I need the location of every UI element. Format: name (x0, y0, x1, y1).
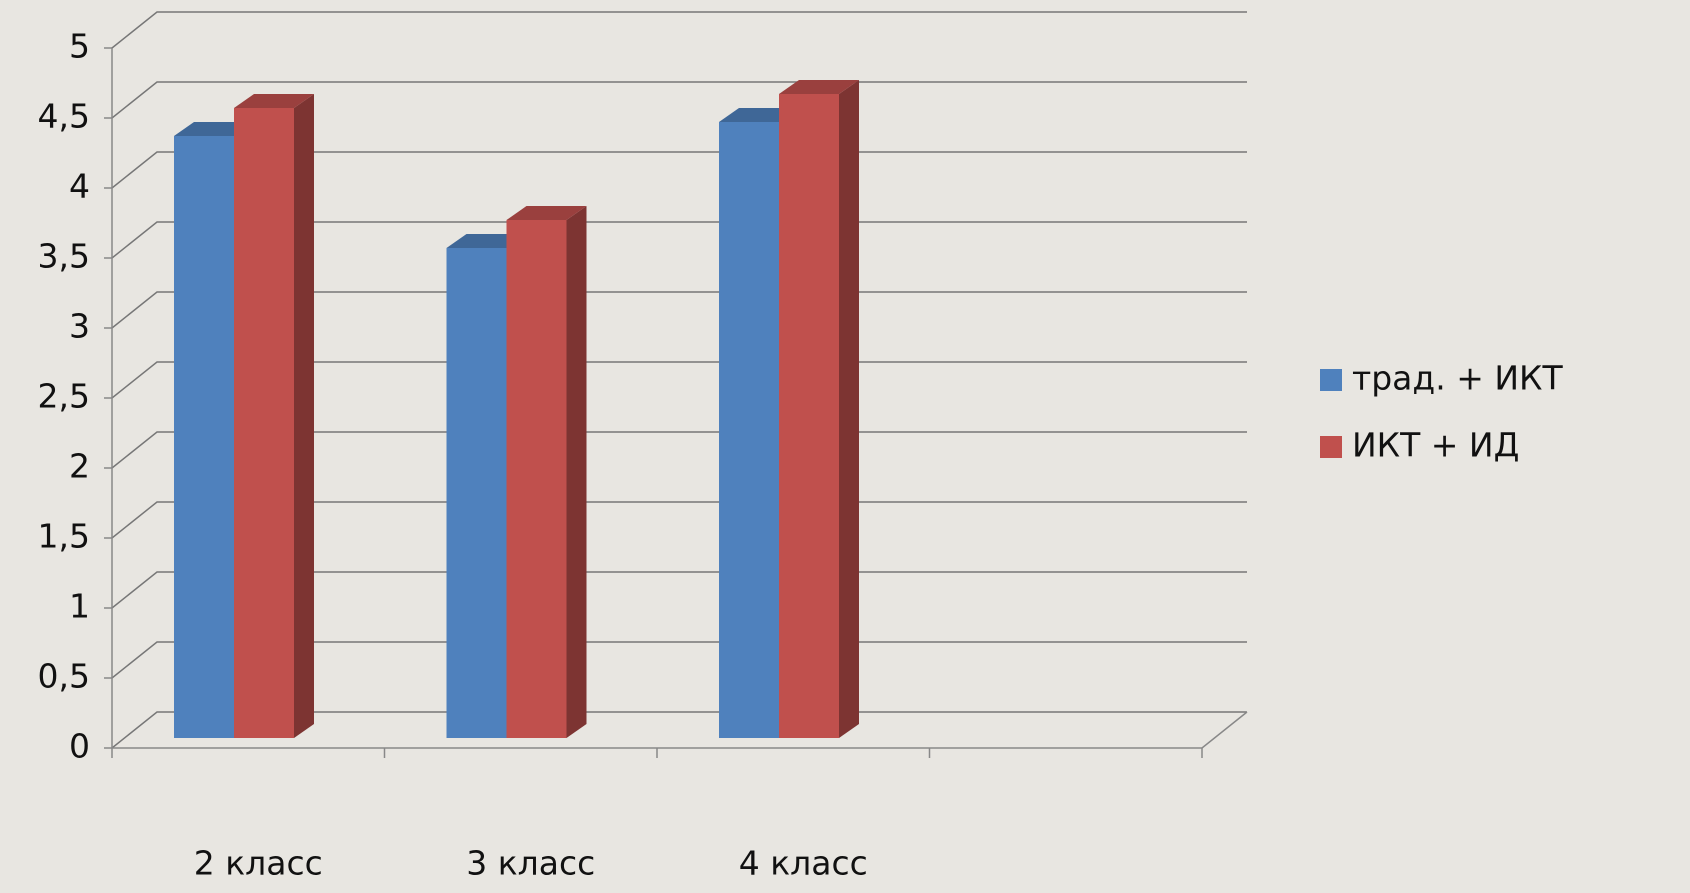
bar-side (567, 206, 587, 738)
legend-label: ИКТ + ИД (1352, 426, 1519, 465)
bar-side (839, 80, 859, 738)
y-tick-label: 4,5 (38, 97, 90, 136)
y-tick-label: 5 (69, 27, 90, 66)
legend-swatch (1320, 369, 1342, 391)
legend-label: трад. + ИКТ (1352, 359, 1563, 398)
y-tick-label: 4 (69, 167, 90, 206)
y-tick-label: 2 (69, 447, 90, 486)
y-tick-label: 1,5 (38, 517, 90, 556)
bar (507, 220, 567, 738)
bar (447, 248, 507, 738)
bar (174, 136, 234, 738)
y-tick-label: 0 (69, 727, 90, 766)
y-tick-label: 3,5 (38, 237, 90, 276)
bar (234, 108, 294, 738)
legend-swatch (1320, 436, 1342, 458)
bar-side (294, 94, 314, 738)
y-tick-label: 2,5 (38, 377, 90, 416)
x-tick-label: 2 класс (194, 844, 323, 883)
bar (779, 94, 839, 738)
y-tick-label: 3 (69, 307, 90, 346)
y-tick-label: 1 (69, 587, 90, 626)
bar (719, 122, 779, 738)
x-tick-label: 4 класс (739, 844, 868, 883)
x-tick-label: 3 класс (466, 844, 595, 883)
chart: 0 0,5 1 1,5 2 2,5 3 3,5 4 4,5 5 2 класс 3 класс 4 кла… (0, 0, 1690, 893)
y-tick-label: 0,5 (38, 657, 90, 696)
